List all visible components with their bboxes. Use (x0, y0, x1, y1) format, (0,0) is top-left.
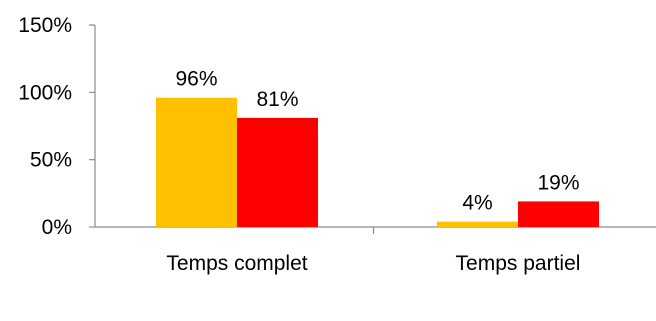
data-label: 96% (175, 68, 217, 91)
bar-1-2 (437, 221, 518, 227)
bar-1-1 (156, 97, 237, 227)
data-label: 4% (462, 192, 492, 215)
y-tick-label: 50% (30, 149, 72, 172)
bar-2-1 (237, 117, 318, 227)
x-category-label: Temps complet (166, 252, 307, 275)
data-label: 81% (256, 88, 298, 111)
y-tick-label: 100% (18, 81, 72, 104)
bar-2-2 (518, 201, 599, 227)
data-label: 19% (537, 171, 579, 194)
chart-bars (156, 97, 599, 227)
y-tick-label: 150% (18, 14, 72, 37)
x-category-label: Temps partiel (456, 252, 581, 275)
y-tick-label: 0% (42, 216, 72, 239)
chart-labels: 96% 81% Temps complet 4% 19% Temps partiel (166, 68, 580, 275)
